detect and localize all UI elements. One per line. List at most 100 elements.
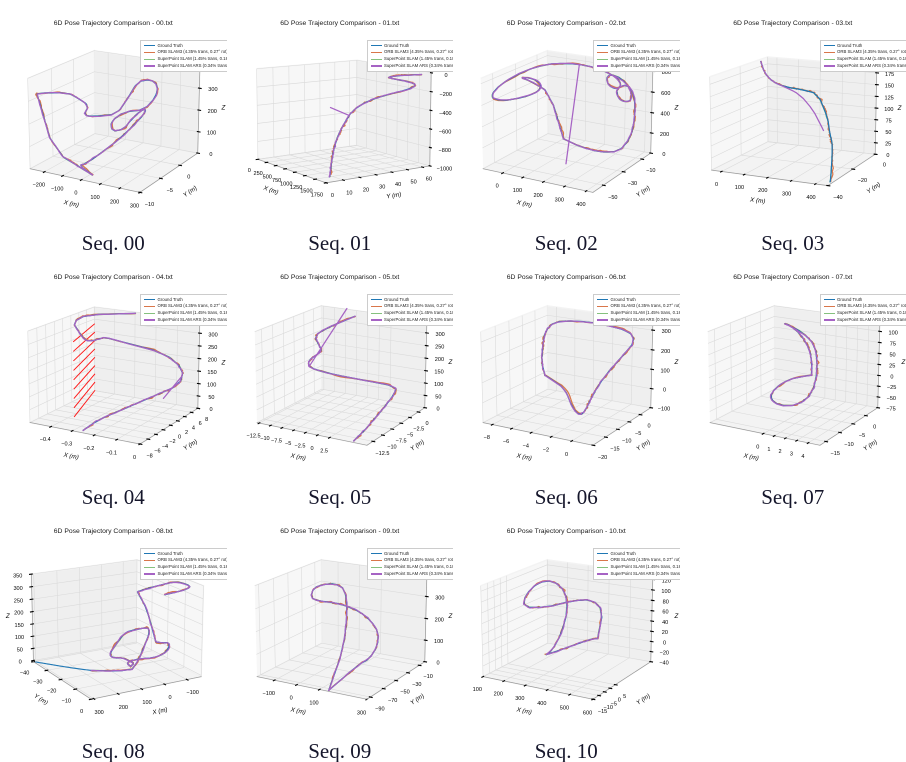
svg-text:150: 150 bbox=[15, 623, 24, 629]
svg-text:25: 25 bbox=[885, 142, 891, 148]
svg-text:−1000: −1000 bbox=[436, 166, 452, 172]
svg-text:0: 0 bbox=[436, 661, 439, 667]
svg-text:100: 100 bbox=[884, 107, 893, 113]
svg-text:Z: Z bbox=[896, 105, 901, 112]
svg-text:−10: −10 bbox=[423, 674, 432, 680]
svg-text:0: 0 bbox=[890, 374, 893, 380]
svg-text:−20: −20 bbox=[598, 455, 607, 461]
svg-text:−30: −30 bbox=[628, 181, 637, 187]
svg-text:0: 0 bbox=[19, 659, 22, 665]
svg-text:400: 400 bbox=[537, 701, 546, 707]
svg-text:500: 500 bbox=[560, 706, 569, 712]
svg-text:0: 0 bbox=[209, 152, 212, 158]
svg-text:0: 0 bbox=[663, 388, 666, 394]
svg-text:−4: −4 bbox=[523, 443, 529, 449]
svg-text:100: 100 bbox=[15, 635, 24, 641]
svg-text:200: 200 bbox=[533, 193, 542, 199]
svg-text:400: 400 bbox=[576, 202, 585, 208]
svg-text:−5: −5 bbox=[611, 701, 617, 707]
svg-text:100: 100 bbox=[473, 687, 482, 693]
svg-text:100: 100 bbox=[207, 383, 216, 389]
svg-text:0: 0 bbox=[648, 424, 651, 430]
svg-text:40: 40 bbox=[395, 182, 401, 188]
svg-text:300: 300 bbox=[782, 191, 791, 197]
svg-text:−50: −50 bbox=[886, 396, 895, 402]
svg-text:−7.5: −7.5 bbox=[395, 438, 406, 444]
svg-text:10: 10 bbox=[346, 190, 352, 196]
svg-text:100: 100 bbox=[142, 700, 151, 706]
svg-text:−8: −8 bbox=[484, 435, 490, 441]
svg-text:−70: −70 bbox=[387, 698, 396, 704]
svg-text:200: 200 bbox=[208, 358, 217, 364]
svg-text:0: 0 bbox=[330, 193, 333, 199]
svg-text:−8: −8 bbox=[146, 454, 152, 460]
svg-text:−30: −30 bbox=[412, 682, 421, 688]
svg-text:5: 5 bbox=[623, 694, 626, 700]
svg-text:4: 4 bbox=[192, 426, 195, 432]
svg-text:30: 30 bbox=[379, 185, 385, 191]
svg-text:25: 25 bbox=[889, 363, 895, 369]
svg-text:−600: −600 bbox=[438, 129, 451, 135]
svg-text:100: 100 bbox=[734, 185, 743, 191]
svg-text:100: 100 bbox=[660, 368, 669, 374]
svg-text:−75: −75 bbox=[886, 407, 895, 413]
svg-text:−200: −200 bbox=[439, 92, 452, 98]
svg-text:100: 100 bbox=[90, 195, 99, 201]
svg-text:250: 250 bbox=[435, 345, 444, 351]
svg-text:Z: Z bbox=[447, 359, 452, 366]
svg-text:8: 8 bbox=[205, 417, 208, 423]
svg-text:200: 200 bbox=[434, 357, 443, 363]
svg-text:−100: −100 bbox=[262, 691, 275, 697]
svg-text:200: 200 bbox=[758, 188, 767, 194]
svg-text:−10: −10 bbox=[62, 699, 71, 705]
svg-text:20: 20 bbox=[662, 630, 668, 636]
svg-text:Z: Z bbox=[220, 105, 225, 112]
svg-text:−50: −50 bbox=[608, 195, 617, 201]
svg-text:Z: Z bbox=[673, 613, 678, 620]
svg-text:50: 50 bbox=[208, 395, 214, 401]
svg-text:Z: Z bbox=[900, 359, 905, 366]
svg-text:500: 500 bbox=[262, 175, 271, 181]
svg-text:80: 80 bbox=[663, 599, 669, 605]
svg-text:60: 60 bbox=[662, 610, 668, 616]
svg-text:−5: −5 bbox=[635, 431, 641, 437]
svg-text:Z: Z bbox=[673, 105, 678, 112]
svg-text:100: 100 bbox=[513, 188, 522, 194]
svg-text:−0.4: −0.4 bbox=[40, 437, 51, 443]
svg-text:100: 100 bbox=[661, 589, 670, 595]
svg-text:−25: −25 bbox=[886, 385, 895, 391]
svg-text:250: 250 bbox=[208, 345, 217, 351]
svg-text:−40: −40 bbox=[833, 195, 842, 201]
svg-text:0: 0 bbox=[565, 452, 568, 458]
svg-text:−15: −15 bbox=[830, 451, 839, 457]
svg-text:200: 200 bbox=[208, 109, 217, 115]
svg-text:Z: Z bbox=[5, 613, 10, 620]
svg-text:20: 20 bbox=[362, 187, 368, 193]
svg-text:100: 100 bbox=[433, 639, 442, 645]
svg-text:6: 6 bbox=[199, 421, 202, 427]
svg-text:2: 2 bbox=[185, 430, 188, 436]
svg-text:−100: −100 bbox=[51, 187, 64, 193]
svg-text:200: 200 bbox=[661, 349, 670, 355]
svg-text:0: 0 bbox=[496, 184, 499, 190]
svg-text:−6: −6 bbox=[503, 439, 509, 445]
svg-text:−20: −20 bbox=[857, 178, 866, 184]
svg-text:75: 75 bbox=[885, 119, 891, 125]
svg-text:−10: −10 bbox=[646, 168, 655, 174]
svg-text:300: 300 bbox=[515, 696, 524, 702]
svg-text:4: 4 bbox=[801, 454, 804, 460]
svg-text:0: 0 bbox=[169, 695, 172, 701]
svg-text:2: 2 bbox=[778, 449, 781, 455]
svg-text:125: 125 bbox=[884, 95, 893, 101]
svg-text:50: 50 bbox=[885, 130, 891, 136]
svg-text:−10: −10 bbox=[260, 436, 269, 442]
svg-text:0: 0 bbox=[425, 421, 428, 427]
svg-text:0: 0 bbox=[715, 182, 718, 188]
svg-text:0: 0 bbox=[444, 73, 447, 79]
svg-text:−10: −10 bbox=[387, 445, 396, 451]
svg-text:0: 0 bbox=[133, 455, 136, 461]
svg-text:200: 200 bbox=[660, 132, 669, 138]
svg-text:200: 200 bbox=[494, 692, 503, 698]
svg-text:300: 300 bbox=[435, 596, 444, 602]
svg-text:300: 300 bbox=[356, 710, 365, 716]
